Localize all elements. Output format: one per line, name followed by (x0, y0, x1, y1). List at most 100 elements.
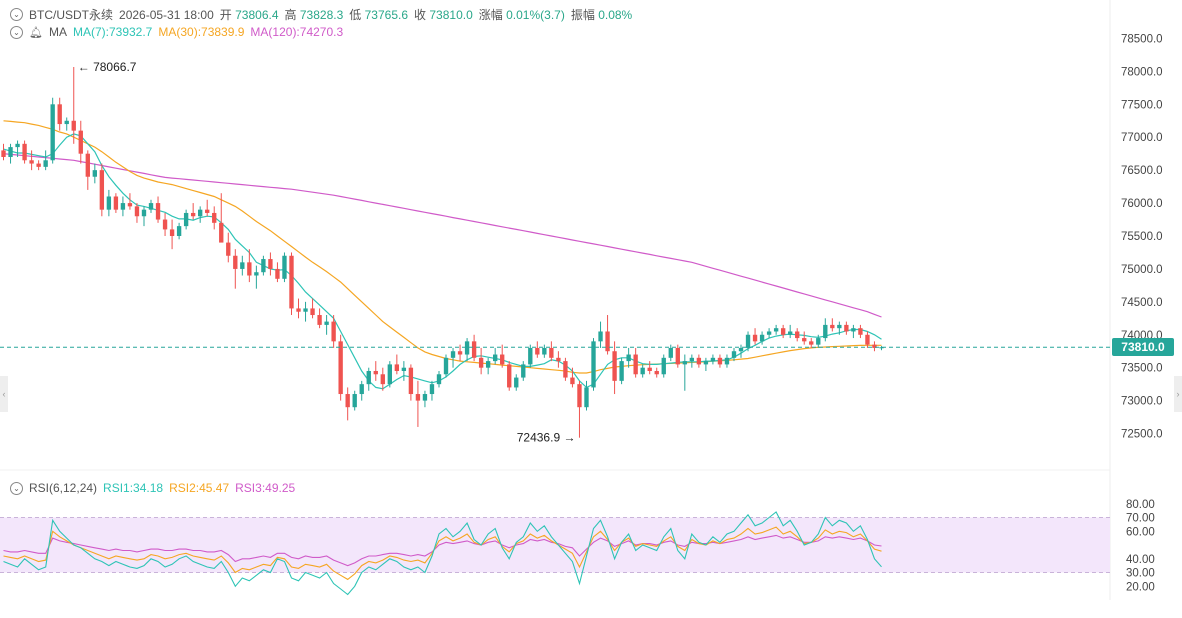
candle-body (408, 367, 414, 395)
candle-up (240, 255, 245, 276)
price-tick-label: 77500.0 (1121, 99, 1163, 111)
bell-icon[interactable]: 🔔︎ (29, 26, 43, 39)
candle-down (457, 344, 463, 362)
candle-body (422, 394, 428, 401)
candle-body (148, 203, 154, 210)
candle-up (640, 364, 645, 378)
candle-up (106, 189, 112, 217)
candle-body (837, 324, 842, 329)
price-tick-label: 76000.0 (1121, 198, 1163, 210)
collapse-icon[interactable]: ⌄ (10, 25, 23, 39)
candle-down (556, 351, 561, 368)
candle-body (682, 361, 687, 365)
candle-body (570, 377, 575, 385)
candle-body (731, 351, 737, 358)
candle-up (759, 331, 765, 345)
candle-body (450, 351, 456, 358)
candle-body (675, 347, 680, 365)
candle-body (605, 331, 610, 352)
candle-up (703, 357, 709, 371)
candle-body (535, 347, 540, 355)
candle-down (99, 163, 105, 217)
candle-down (338, 334, 343, 401)
candle-up (464, 338, 470, 362)
candle-up (401, 361, 407, 381)
candle-down (1, 143, 6, 161)
scroll-left-icon[interactable]: ‹ (0, 376, 8, 412)
candle-down (696, 354, 702, 368)
candle-up (823, 318, 828, 342)
candle-down (226, 232, 231, 263)
rsi1-legend: RSI1:34.18 (103, 481, 164, 495)
candle-body (162, 219, 168, 230)
candle-down (500, 344, 505, 368)
candle-body (359, 384, 364, 395)
rsi-tick-label: 80.00 (1126, 499, 1155, 511)
candle-body (471, 341, 477, 358)
candle-body (500, 354, 505, 365)
candle-body (830, 324, 835, 329)
candle-body (717, 357, 723, 365)
candle-body (345, 394, 350, 408)
candle-up (493, 347, 498, 365)
candle-body (661, 357, 666, 375)
rsi-name[interactable]: RSI(6,12,24) (29, 481, 98, 495)
candle-down (331, 315, 336, 348)
candle-up (689, 354, 695, 368)
candle-body (338, 341, 343, 395)
candle-up (837, 321, 842, 335)
max-price-annotation: ← 78066.7 (78, 60, 137, 74)
open-label: 开 (219, 8, 232, 22)
candle-body (324, 321, 329, 325)
rsi-tick-label: 30.00 (1126, 568, 1155, 580)
ma30-line (3, 120, 882, 374)
candle-body (261, 259, 266, 273)
ma-name[interactable]: MA (48, 25, 67, 39)
rsi-tick-label: 70.00 (1126, 513, 1155, 525)
candle-body (780, 328, 786, 335)
price-tick-label: 75500.0 (1121, 231, 1163, 243)
candle-down (865, 331, 870, 348)
candle-down (780, 324, 786, 339)
candle-down (85, 150, 90, 190)
candle-down (275, 262, 280, 283)
candle-body (640, 367, 645, 375)
candle-down (113, 193, 119, 213)
candle-up (626, 347, 631, 368)
candle-body (8, 147, 13, 157)
rsi3-legend: RSI3:49.25 (235, 481, 296, 495)
candle-down (675, 344, 680, 368)
close-label: 收 (414, 8, 427, 22)
price-tick-label: 73500.0 (1121, 363, 1163, 375)
candle-body (380, 374, 385, 385)
candle-body (626, 354, 631, 362)
candle-body (198, 209, 203, 217)
candle-body (689, 357, 695, 362)
rsi-tick-label: 40.00 (1126, 554, 1155, 566)
candle-body (738, 347, 744, 352)
candle-body (71, 120, 76, 131)
scroll-right-icon[interactable]: › (1174, 376, 1182, 412)
candle-body (289, 255, 294, 309)
collapse-icon[interactable]: ⌄ (10, 481, 23, 495)
candle-down (317, 308, 322, 329)
collapse-icon[interactable]: ⌄ (10, 8, 23, 21)
candle-down (717, 354, 723, 368)
candle-body (43, 160, 48, 167)
candle-body (233, 255, 238, 269)
amplitude-label: 振幅 (570, 8, 595, 22)
change-value: 0.01%(3.7) (506, 8, 565, 22)
candle-down (577, 380, 582, 438)
candle-down (134, 203, 140, 223)
candle-body (647, 367, 652, 371)
min-price-annotation: 72436.9 → (517, 431, 576, 445)
candle-up (282, 252, 287, 283)
candle-body (22, 143, 27, 161)
candle-down (289, 252, 294, 316)
candle-up (8, 143, 13, 164)
candle-down (205, 199, 210, 217)
candle-down (752, 328, 758, 345)
price-tick-label: 76500.0 (1121, 165, 1163, 177)
candle-down (633, 347, 638, 378)
